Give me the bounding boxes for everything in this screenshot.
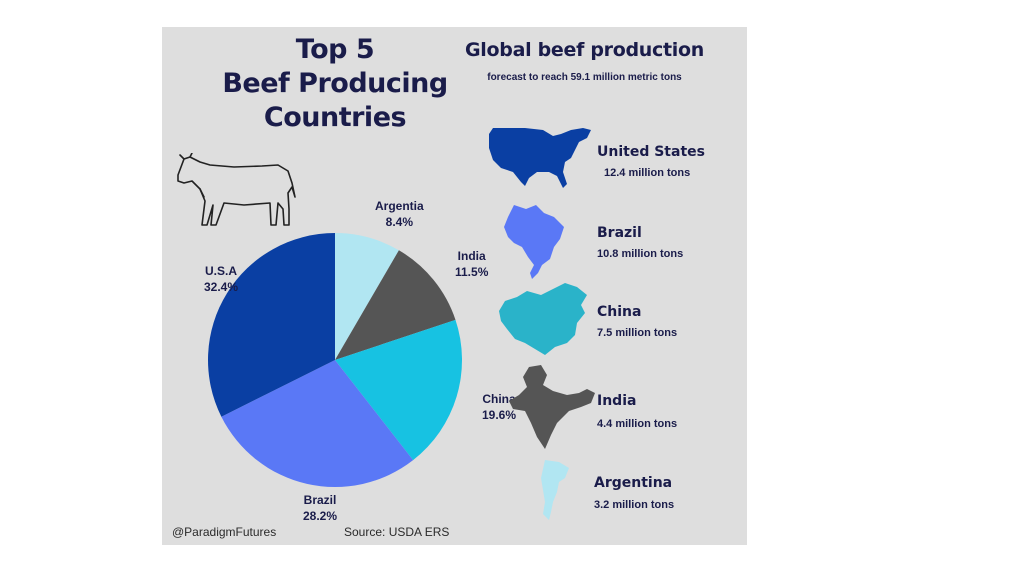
- country-amount-argentina: 3.2 million tons: [594, 499, 675, 511]
- pie-label-value: 19.6%: [482, 408, 517, 422]
- country-name-brazil: Brazil: [597, 225, 642, 241]
- footer-handle: @ParadigmFutures: [172, 525, 277, 539]
- pie-chart: [207, 233, 462, 487]
- country-amount-india: 4.4 million tons: [597, 418, 678, 430]
- pie-label-name: Brazil: [303, 493, 337, 507]
- pie-slice-usa: [207, 233, 335, 417]
- china-map-icon: [499, 283, 587, 355]
- india-map-icon: [509, 365, 595, 449]
- country-amount-united-states: 12.4 million tons: [604, 167, 691, 179]
- pie-slice-argentia: [335, 233, 399, 360]
- pie-label-value: 32.4%: [204, 280, 239, 294]
- argentina-map-icon: [541, 460, 569, 520]
- country-amount-brazil: 10.8 million tons: [597, 248, 684, 260]
- infographic-panel: Top 5 Beef Producing Countries Global be…: [162, 27, 747, 545]
- pie-label: China 19.6%: [482, 391, 516, 423]
- pie-label-name: India: [457, 249, 486, 263]
- title-line: Beef Producing: [222, 68, 448, 99]
- country-name-argentina: Argentina: [594, 475, 673, 491]
- cow-outline-icon: [177, 153, 296, 226]
- pie-label: U.S.A 32.4%: [204, 263, 238, 295]
- subtitle-note: forecast to reach 59.1 million metric to…: [487, 72, 682, 83]
- pie-slice-india: [335, 250, 456, 360]
- pie-label: Brazil 28.2%: [303, 492, 337, 524]
- pie-slice-brazil: [221, 360, 414, 487]
- page-title: Top 5 Beef Producing Countries: [190, 33, 480, 135]
- brazil-map-icon: [504, 205, 564, 279]
- pie-slice-china: [335, 319, 462, 461]
- pie-label-name: U.S.A: [205, 264, 238, 278]
- title-line: Top 5: [295, 34, 375, 65]
- pie-label-value: 11.5%: [455, 265, 489, 279]
- title-line: Countries: [263, 102, 407, 133]
- pie-label-value: 28.2%: [303, 509, 338, 523]
- country-name-united-states: United States: [597, 144, 705, 160]
- pie-label: Argentia 8.4%: [375, 198, 424, 230]
- country-name-china: China: [597, 304, 642, 320]
- pie-label-name: China: [482, 392, 516, 406]
- usa-map-icon: [489, 128, 591, 188]
- pie-label: India 11.5%: [455, 248, 488, 280]
- pie-label-value: 8.4%: [385, 215, 414, 229]
- country-amount-china: 7.5 million tons: [597, 327, 678, 339]
- country-name-india: India: [597, 393, 637, 409]
- pie-label-name: Argentia: [375, 199, 424, 213]
- footer-source: Source: USDA ERS: [344, 525, 450, 539]
- subtitle: Global beef production: [465, 39, 704, 61]
